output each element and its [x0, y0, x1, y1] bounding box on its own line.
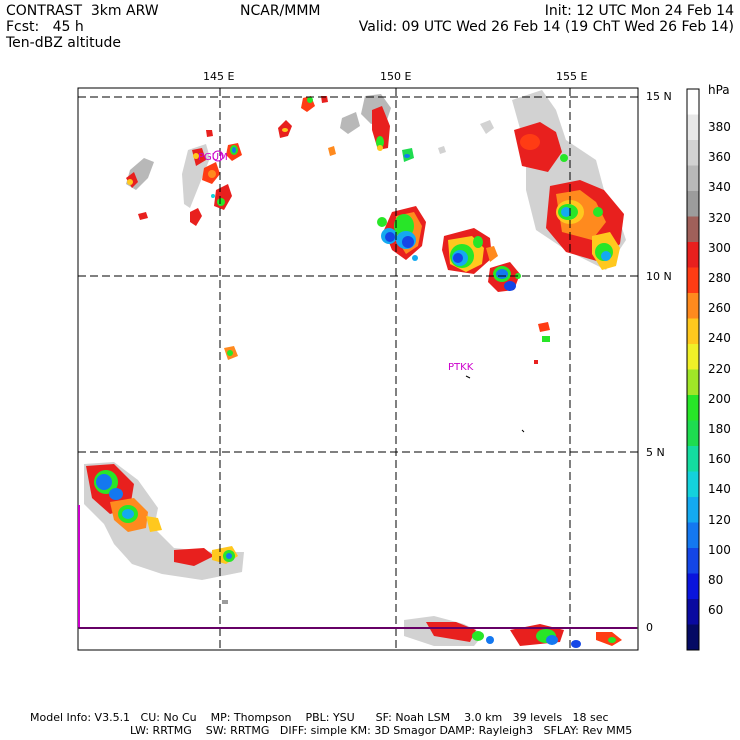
colorbar-label: 180 [708, 422, 731, 436]
colorbar-label: 220 [708, 361, 731, 376]
station-marker-pgum [212, 150, 224, 162]
colorbar-label: 140 [708, 482, 731, 497]
colorbar-label: 300 [708, 240, 731, 255]
colorbar-label: 380 [708, 120, 731, 134]
lat-label-0: 0 [646, 621, 653, 634]
colorbar-label: 200 [708, 391, 731, 406]
colorbar-label: 340 [708, 180, 731, 195]
lon-label-145: 145 E [203, 70, 235, 83]
lon-label-150: 150 E [380, 70, 412, 83]
model-info-line1: Model Info: V3.5.1 CU: No Cu MP: Thompso… [30, 711, 609, 724]
colorbar-label: 240 [708, 331, 731, 346]
model-name: CONTRAST 3km ARW [6, 3, 159, 19]
echo-cell-group [278, 94, 494, 162]
echo-cell-group [442, 228, 521, 292]
station-marker-ptkk [465, 375, 471, 379]
lat-label-15n: 15 N [646, 90, 672, 103]
station-label-ptkk: PTKK [448, 362, 474, 373]
echo-cells [84, 90, 626, 648]
colorbar-label: 260 [708, 301, 731, 316]
echo-cell-group [126, 130, 242, 226]
init-time: Init: 12 UTC Mon 24 Feb 14 [544, 3, 734, 19]
colorbar-label: 360 [708, 150, 731, 165]
colorbar-label: 80 [708, 573, 724, 587]
colorbar-label: 100 [708, 542, 731, 557]
model-info-line2: LW: RRTMG SW: RRTMG DIFF: simple KM: 3D … [130, 724, 633, 737]
center-name: NCAR/MMM [240, 3, 321, 19]
lat-label-10n: 10 N [646, 270, 672, 283]
graticule [78, 88, 638, 650]
field-name: Ten-dBZ altitude [6, 35, 121, 51]
lon-label-155: 155 E [556, 70, 588, 83]
echo-cell-group [404, 616, 622, 648]
echo-cell-group [512, 90, 626, 270]
echo-cell-group [222, 322, 550, 604]
echo-cell-group [377, 206, 426, 261]
forecast-hour: Fcst: 45 h [6, 19, 84, 35]
colorbar-label: 60 [708, 603, 724, 618]
colorbar-label: 120 [708, 512, 731, 527]
colorbar-label: 280 [708, 271, 731, 285]
lat-label-5n: 5 N [646, 446, 665, 459]
colorbar-label: 160 [708, 452, 731, 467]
echo-cell-group [84, 462, 244, 580]
colorbar-label: 320 [708, 210, 731, 225]
valid-time: Valid: 09 UTC Wed 26 Feb 14 (19 ChT Wed … [358, 19, 734, 35]
